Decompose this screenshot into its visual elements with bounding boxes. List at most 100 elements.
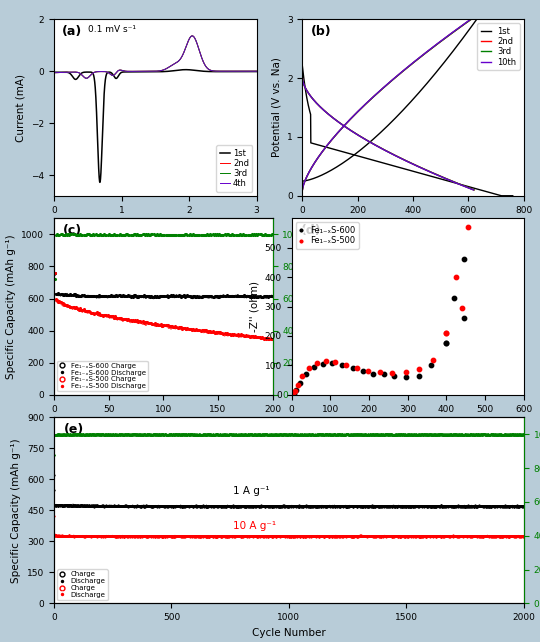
Point [116,531,125,541]
Point [146,531,155,541]
Point [335,532,344,542]
Point [250,501,259,512]
Point [331,532,340,542]
Point [99,291,107,301]
Point [70,531,78,541]
Point [197,531,206,541]
Point [381,531,389,541]
Point [519,532,528,542]
Point [193,430,202,440]
Point [475,501,483,512]
Point [87,291,96,301]
Point [219,329,228,339]
Point [80,501,89,511]
Point [115,532,124,542]
Point [119,532,128,542]
Point [253,430,261,440]
Point [402,531,410,541]
Point [149,532,158,542]
Point [297,501,306,511]
Point [234,501,242,512]
Point [141,531,150,541]
Point [163,531,172,541]
Point [170,429,179,440]
Point [505,429,514,440]
Point [140,230,149,240]
Point [178,429,187,439]
Point [414,531,422,541]
Point [424,501,433,511]
Point [265,230,274,240]
Point [249,229,258,239]
Point [431,429,440,440]
Point [167,501,176,511]
Point [156,531,165,541]
Point [339,501,347,512]
Point [455,531,463,541]
Point [215,531,224,541]
Point [400,429,408,440]
Point [295,501,303,512]
Point [205,531,213,541]
Point [58,501,67,511]
Point [253,429,262,440]
Point [276,501,285,512]
Point [267,532,276,542]
Point [161,501,170,511]
Point [488,532,497,542]
Point [337,429,346,440]
Point [157,320,165,331]
Point [164,532,172,542]
Point [93,532,102,542]
Point [341,531,350,541]
Point [442,429,450,440]
Point [112,501,121,512]
Point [464,430,473,440]
Point [389,501,397,511]
Point [168,291,177,301]
Point [214,531,222,541]
Point [463,501,472,512]
Point [302,501,311,512]
Point [329,531,338,541]
Point [117,314,125,324]
Point [112,501,120,511]
Point [504,429,512,439]
Point [371,530,380,541]
Point [144,229,152,239]
Point [424,501,433,511]
Point [323,501,332,511]
Point [261,429,269,439]
Point [173,501,181,511]
Point [263,334,272,344]
Point [109,291,117,302]
Point [109,501,118,511]
Point [439,429,448,440]
Point [386,429,395,440]
Point [483,531,491,541]
Point [467,501,476,511]
Point [328,530,336,541]
Point [262,501,271,512]
Point [111,291,119,301]
Point [91,500,99,510]
Point [265,429,274,440]
Point [232,531,240,541]
Point [197,501,205,511]
Point [431,429,440,440]
Point [464,532,473,542]
Point [518,531,526,541]
Point [472,531,481,541]
Point [284,502,292,512]
Point [388,531,396,541]
Point [224,229,232,239]
Point [420,501,429,512]
Point [195,532,204,542]
Point [315,531,324,541]
Point [89,501,98,511]
Point [303,531,312,541]
Point [317,429,326,440]
Point [123,531,132,541]
Point [105,429,113,440]
Point [80,429,89,440]
